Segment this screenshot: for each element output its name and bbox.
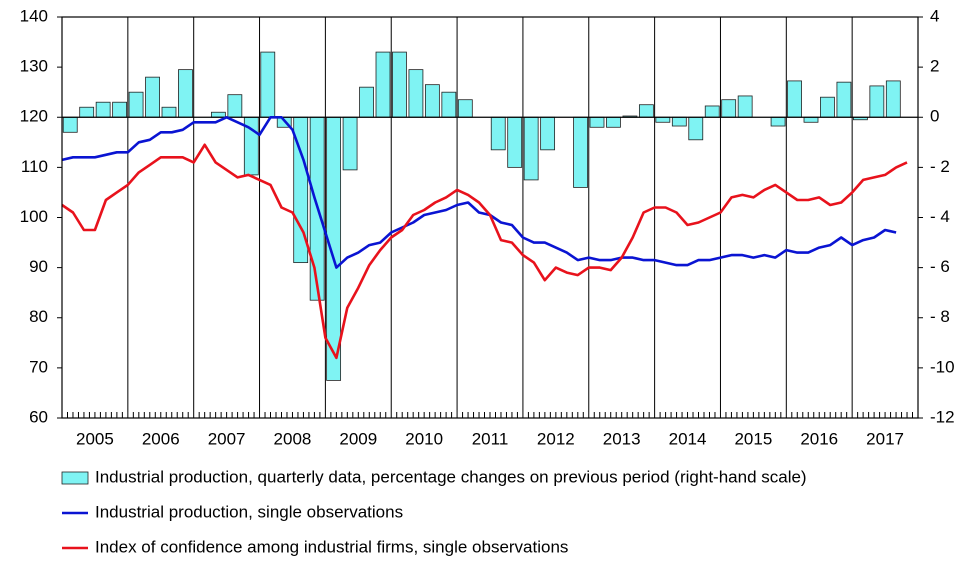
x-tick-label: 2017 (866, 429, 904, 448)
bar (787, 80, 802, 118)
bar (210, 111, 226, 118)
bar (704, 105, 720, 118)
x-tick-label: 2010 (405, 429, 443, 448)
bar (589, 116, 605, 128)
bar (820, 96, 835, 118)
bar (392, 51, 407, 118)
legend-label: Industrial production, single observatio… (95, 502, 403, 521)
bar (95, 101, 111, 118)
bar (688, 116, 704, 141)
bar (326, 116, 342, 381)
bar (375, 51, 391, 118)
bar (803, 116, 819, 123)
y-tick-label: 140 (20, 6, 48, 25)
bar (359, 86, 374, 118)
y-tick-label: 80 (29, 307, 48, 326)
x-tick-label: 2016 (800, 429, 838, 448)
y-tick-label: 70 (29, 357, 48, 376)
y-tick-label: 130 (20, 57, 48, 76)
x-tick-label: 2005 (76, 429, 114, 448)
bar (638, 104, 654, 118)
x-tick-label: 2008 (274, 429, 312, 448)
legend-label: Index of confidence among industrial fir… (95, 537, 568, 556)
y2-tick-label: - 4 (930, 207, 950, 226)
bar (178, 69, 193, 118)
bar (507, 116, 523, 168)
bar (408, 69, 424, 118)
legend-label: Industrial production, quarterly data, p… (95, 467, 807, 486)
bar (523, 116, 539, 181)
y2-tick-label: - 2 (930, 157, 950, 176)
x-tick-label: 2015 (734, 429, 772, 448)
line (61, 143, 908, 360)
bar (145, 76, 160, 118)
bar (573, 116, 588, 188)
y-tick-label: 60 (29, 407, 48, 426)
bar (424, 84, 440, 118)
bar (161, 106, 177, 118)
bar (112, 101, 128, 118)
y-tick-label: 90 (29, 257, 48, 276)
bar (721, 99, 737, 118)
bar (227, 94, 243, 118)
bar (770, 116, 786, 127)
legend-swatch (61, 471, 89, 485)
x-tick-label: 2014 (669, 429, 707, 448)
bar (606, 116, 621, 128)
y2-tick-label: 2 (930, 57, 939, 76)
bar (342, 116, 358, 171)
y-tick-label: 120 (20, 107, 48, 126)
y2-tick-label: - 6 (930, 257, 950, 276)
x-tick-label: 2007 (208, 429, 246, 448)
bar (62, 116, 78, 133)
x-tick-label: 2011 (472, 429, 509, 448)
x-tick-label: 2009 (339, 429, 377, 448)
y2-tick-label: -10 (930, 357, 955, 376)
bar (737, 95, 753, 118)
y-tick-label: 100 (20, 207, 48, 226)
bar (490, 116, 506, 151)
bar (671, 116, 687, 127)
y-tick-label: 110 (21, 157, 48, 176)
line (61, 116, 897, 269)
bar (869, 85, 885, 118)
y2-tick-label: 4 (930, 6, 939, 25)
plot-frame (61, 16, 919, 419)
bar (885, 80, 901, 118)
x-tick-label: 2012 (537, 429, 575, 448)
y2-tick-label: 0 (930, 107, 939, 126)
bar (128, 91, 144, 118)
x-tick-label: 2006 (142, 429, 180, 448)
y2-tick-label: - 8 (930, 307, 950, 326)
bar (457, 99, 473, 118)
bar (441, 91, 457, 118)
bar (655, 116, 671, 123)
bar (836, 81, 852, 118)
bar (79, 106, 95, 118)
bar (540, 116, 556, 151)
x-tick-label: 2013 (603, 429, 641, 448)
y2-tick-label: -12 (930, 407, 955, 426)
bar (260, 51, 276, 118)
